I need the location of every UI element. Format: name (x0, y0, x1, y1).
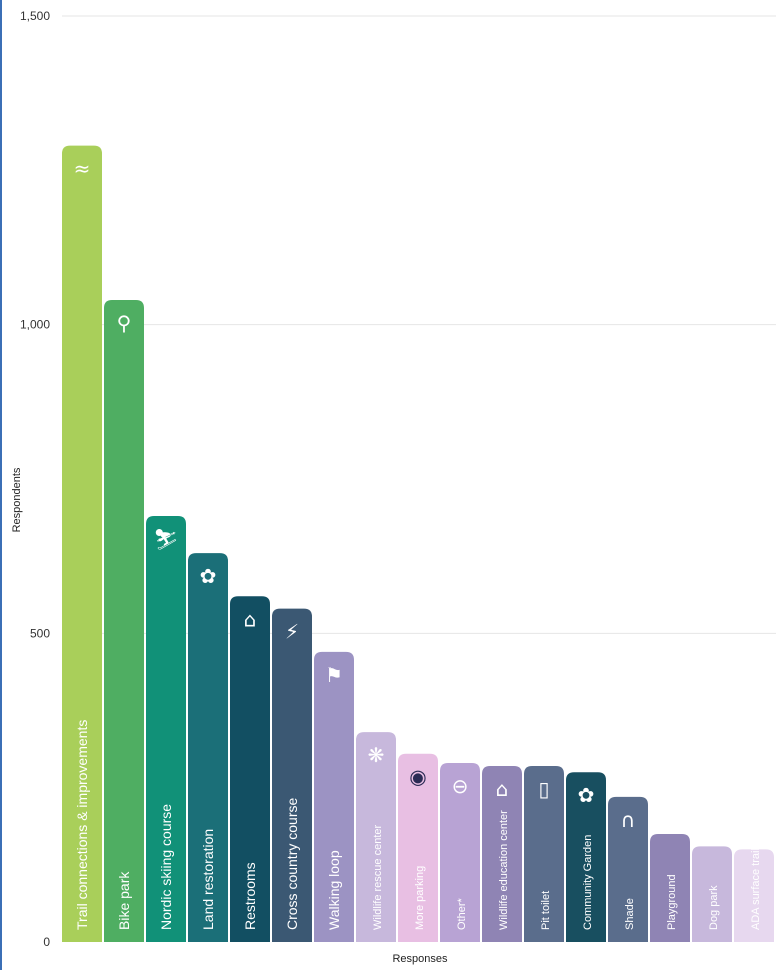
bar-group: ⚡ Cross country course (272, 608, 312, 942)
y-axis-title: Respondents (11, 467, 23, 532)
bar (734, 849, 774, 942)
bar (272, 608, 312, 942)
bar-category-label: Wildlife rescue center (372, 825, 384, 930)
bar-group: ≈ Trail connections & improvements (62, 145, 102, 942)
bar-group: ✿ Land restoration (188, 553, 228, 942)
bar-group: ⊖ Other* (440, 762, 480, 942)
bar (482, 766, 522, 942)
frame-edge (0, 0, 2, 970)
bar-category-label: Walking loop (326, 850, 342, 930)
bar (146, 516, 186, 942)
bar-group: ⛷ Nordic skiing course (146, 516, 186, 942)
bar-group: ⚲ Bike park (104, 299, 144, 942)
y-tick-label: 1,000 (20, 318, 50, 332)
bar-group: ⌂ Restrooms (230, 596, 270, 942)
bar (188, 553, 228, 942)
bar-group: ✿ Community Garden (566, 772, 606, 942)
bar-group: Playground (650, 833, 690, 942)
bar (650, 833, 690, 942)
bar (62, 145, 102, 942)
bar (566, 772, 606, 942)
bar-group: Dog park (692, 846, 732, 942)
bar-group: ◉ More parking (398, 753, 438, 942)
bar-category-label: Cross country course (284, 798, 300, 930)
skier-icon: ⛷ (153, 527, 178, 551)
bike-icon: ⚲ (117, 311, 132, 335)
bar (356, 732, 396, 942)
other-circle-icon: ⊖ (452, 774, 469, 798)
plant-icon: ✿ (200, 564, 217, 588)
bar-category-label: Restrooms (242, 862, 258, 930)
bar-category-label: Other* (456, 897, 468, 930)
garden-icon: ✿ (578, 783, 595, 807)
x-axis-title: Responses (392, 953, 448, 965)
bar (230, 596, 270, 942)
bar-category-label: Community Garden (582, 835, 594, 930)
bar-category-label: More parking (414, 866, 426, 930)
y-tick-label: 1,500 (20, 9, 50, 23)
bar-category-label: Playground (666, 874, 678, 930)
bar-group: ⌂ Wildlife education center (482, 766, 522, 942)
bar (608, 796, 648, 942)
bar-category-label: Bike park (116, 871, 132, 930)
bar-group: ⚑ Walking loop (314, 651, 354, 942)
bar-category-label: Dog park (708, 885, 720, 930)
restroom-building-icon: ⌂ (244, 607, 257, 631)
bar (440, 762, 480, 942)
bar-category-label: Land restoration (200, 829, 216, 930)
bar (104, 299, 144, 942)
bar (398, 753, 438, 942)
bar-category-label: Trail connections & improvements (74, 720, 90, 930)
bars: ≈ Trail connections & improvements ⚲ Bike p… (62, 145, 774, 942)
bar-category-label: Nordic skiing course (158, 804, 174, 930)
bar-group: ▯ Pit toilet (524, 766, 564, 942)
paw-icon: ❋ (368, 743, 385, 767)
runner-icon: ⚡ (285, 620, 299, 644)
y-tick-label: 0 (43, 935, 50, 949)
bar-group: ADA surface trails (734, 842, 774, 942)
graduation-cap-icon: ⌂ (496, 777, 509, 801)
y-axis-ticks: 0 500 1,000 1,500 (20, 9, 50, 949)
bar-group: ❋ Wildlife rescue center (356, 732, 396, 942)
bar-category-label: Pit toilet (540, 891, 552, 930)
bar-category-label: ADA surface trails (750, 842, 762, 930)
shade-arch-icon: ∩ (621, 808, 636, 832)
trail-icon: ≈ (74, 157, 91, 181)
bar (524, 766, 564, 942)
toilet-icon: ▯ (538, 777, 549, 801)
bar (314, 651, 354, 942)
y-tick-label: 500 (30, 626, 50, 640)
bar-category-label: Wildlife education center (498, 810, 510, 930)
walker-icon: ⚑ (325, 663, 343, 687)
bar-group: ∩ Shade (608, 796, 648, 942)
bar-category-label: Shade (624, 898, 636, 930)
bar (692, 846, 732, 942)
map-pin-icon: ◉ (409, 765, 426, 789)
